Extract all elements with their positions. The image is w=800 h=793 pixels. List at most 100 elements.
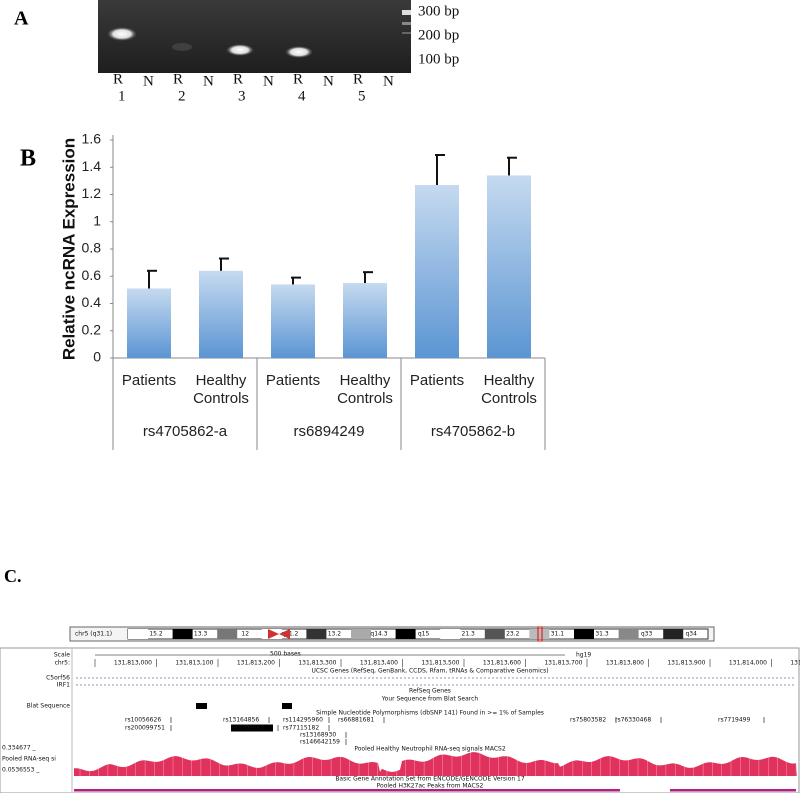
band-label: 21.3 xyxy=(462,631,476,638)
y-axis-label: Relative ncRNA Expression xyxy=(59,138,78,360)
snp: rs146642159 xyxy=(300,739,340,746)
lane-r: R xyxy=(113,71,123,87)
gel-band xyxy=(172,43,192,51)
track-title: RefSeq Genes xyxy=(409,688,451,695)
bar xyxy=(127,288,171,358)
y-tick-label: 0.6 xyxy=(82,267,102,283)
position: 131,813,400 xyxy=(360,660,398,667)
ideogram-band xyxy=(306,629,327,639)
y-tick-label: 0.8 xyxy=(82,240,102,256)
lane-r: R xyxy=(233,71,243,87)
blat-hit xyxy=(196,703,207,709)
bar xyxy=(415,184,459,358)
signal-max: 0.334677 _ xyxy=(2,745,37,752)
marker-label: 300 bp xyxy=(418,3,459,19)
bar xyxy=(487,175,531,358)
position: 131,813,700 xyxy=(544,660,582,667)
chrom: chr5: xyxy=(55,660,70,667)
gene-label: C5orf56 xyxy=(46,675,70,682)
lane-number: 5 xyxy=(358,88,366,104)
x-tick-label: Patients xyxy=(409,372,465,389)
band-label: 12 xyxy=(241,631,249,638)
snp: rs76330468 xyxy=(615,717,651,724)
band-label: 31.1 xyxy=(551,631,565,638)
scale: Scale xyxy=(54,652,70,659)
x-tick-label: Healthy Controls xyxy=(481,372,537,407)
x-tick-label: Patients xyxy=(121,372,177,389)
snp: rs66881681 xyxy=(338,717,374,724)
ideogram-band xyxy=(395,629,416,639)
group-label: rs4705862-b xyxy=(431,423,515,440)
position: 131,813,300 xyxy=(298,660,336,667)
bar xyxy=(271,284,315,358)
snp: rs114295960 xyxy=(283,717,323,724)
gene-label: IRF1 xyxy=(57,682,70,689)
group-label: rs6894249 xyxy=(294,423,365,440)
snp: rs10056626 xyxy=(125,717,161,724)
lane-number: 4 xyxy=(298,88,306,104)
position: 131,813,800 xyxy=(606,660,644,667)
gel xyxy=(98,0,411,73)
y-tick-label: 1.2 xyxy=(82,185,102,201)
ideogram-band xyxy=(574,629,594,639)
ladder xyxy=(402,10,411,15)
ideogram-band xyxy=(128,629,148,639)
assembly: hg19 xyxy=(576,652,591,659)
x-tick-label: Healthy Controls xyxy=(337,372,393,407)
ideogram-band xyxy=(529,629,550,639)
x-tick-label: Healthy Controls xyxy=(193,372,249,407)
y-tick-label: 1.6 xyxy=(82,131,102,147)
blat-hit xyxy=(282,703,292,709)
panel-label: A xyxy=(14,8,29,30)
lane-r: R xyxy=(293,71,303,87)
band-label: 13.3 xyxy=(194,631,208,638)
lane-n: N xyxy=(143,73,154,89)
position: 131,813,000 xyxy=(114,660,152,667)
position: 131,814,100 xyxy=(790,660,800,667)
snp: rs200099751 xyxy=(125,725,165,732)
position-marker xyxy=(537,626,543,642)
position: 131,813,900 xyxy=(667,660,705,667)
ideogram-band xyxy=(618,629,639,639)
position: 131,813,100 xyxy=(175,660,213,667)
track-title: Pooled Healthy Neutrophil RNA-seq signal… xyxy=(354,746,505,753)
panel-label: B xyxy=(20,146,36,172)
snp-highlight xyxy=(231,724,273,732)
lane-n: N xyxy=(323,73,334,89)
lane-number: 2 xyxy=(178,88,186,104)
peak xyxy=(670,789,796,792)
lane-r: R xyxy=(173,71,183,87)
band-label: q14.3 xyxy=(370,631,387,638)
ladder xyxy=(402,22,411,25)
ideogram-band xyxy=(663,629,684,639)
ideogram-band xyxy=(351,629,371,639)
snp: rs7719499 xyxy=(718,717,750,724)
x-tick-label: Patients xyxy=(265,372,321,389)
snp: rs75803582 xyxy=(570,717,606,724)
ideogram-band xyxy=(217,629,238,639)
marker-label: 100 bp xyxy=(418,51,459,67)
peak xyxy=(74,789,620,792)
position: 131,814,000 xyxy=(729,660,767,667)
track-title: Your Sequence from Blat Search xyxy=(381,696,479,703)
bar xyxy=(343,283,387,358)
signal-min: 0.0536553 _ xyxy=(2,767,40,774)
y-tick-label: 0.2 xyxy=(82,321,102,337)
track-title: Basic Gene Annotation Set from ENCODE/GE… xyxy=(335,776,525,783)
ideogram-band xyxy=(484,629,505,639)
band-label: 13.2 xyxy=(328,631,342,638)
y-tick-label: 0 xyxy=(93,349,101,365)
band-label: q15 xyxy=(418,631,430,638)
bar xyxy=(199,270,243,358)
y-tick-label: 1.4 xyxy=(82,158,102,174)
y-tick-label: 0.4 xyxy=(82,294,102,310)
gel-band xyxy=(285,46,313,58)
gel-band xyxy=(226,44,254,56)
ideogram-band xyxy=(172,629,193,639)
ideogram-band xyxy=(440,629,461,639)
lane-number: 3 xyxy=(238,88,246,104)
gel-band xyxy=(107,27,137,41)
signal-area xyxy=(74,752,797,776)
band-label: 15.2 xyxy=(149,631,163,638)
